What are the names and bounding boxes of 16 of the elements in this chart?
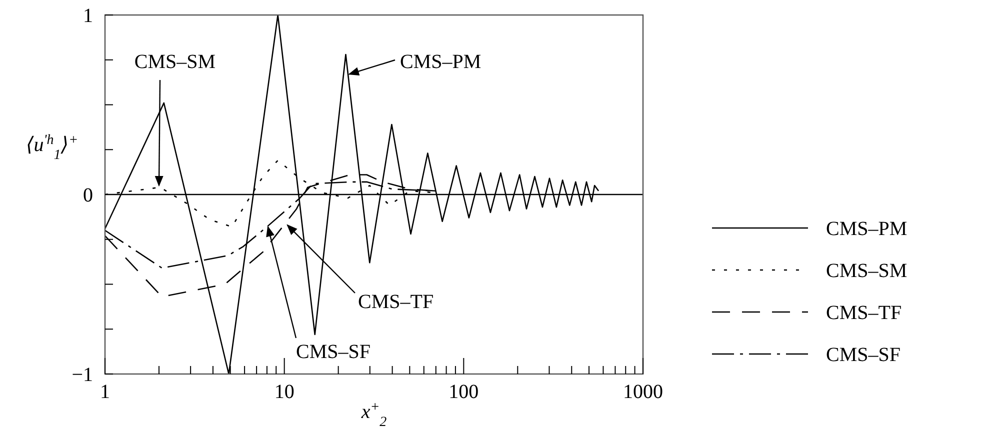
y-tick-label: 0 bbox=[83, 184, 93, 206]
legend-label: CMS–PM bbox=[826, 218, 908, 240]
legend-label: CMS–SM bbox=[826, 260, 908, 282]
y-tick-label: 1 bbox=[83, 5, 93, 27]
annotation: CMS–SF bbox=[296, 341, 370, 363]
x-tick-label: 10 bbox=[274, 381, 294, 403]
annotation: CMS–SM bbox=[134, 51, 216, 73]
y-axis-title: ⟨u$^{'h}$$_{1}$⟩$^{+}$ bbox=[26, 132, 78, 162]
x-tick-label: 1000 bbox=[623, 381, 663, 403]
annotation: CMS–PM bbox=[400, 51, 482, 73]
legend-label: CMS–TF bbox=[826, 302, 902, 324]
annotation: CMS–TF bbox=[358, 291, 434, 313]
legend-label: CMS–SF bbox=[826, 344, 900, 366]
x-tick-label: 100 bbox=[448, 381, 479, 403]
x-tick-label: 1 bbox=[100, 381, 110, 403]
y-tick-label: −1 bbox=[72, 364, 93, 386]
